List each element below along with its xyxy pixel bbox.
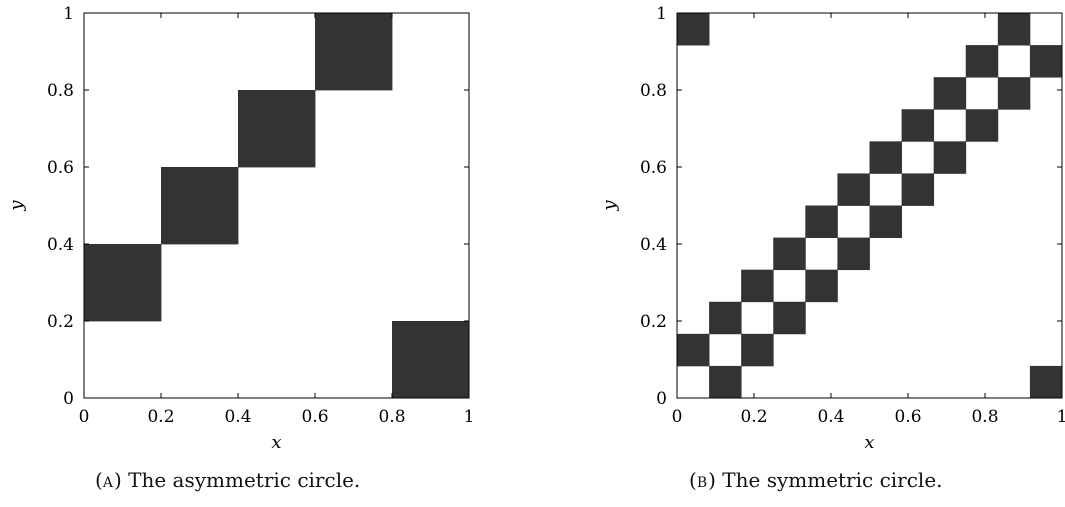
cell-b-6 [741,269,774,303]
cell-b-1 [1029,365,1063,399]
plot-frame-b [676,12,1063,399]
x-axis-label-b: x [864,432,874,453]
cell-b-5 [741,333,774,367]
plot-symmetric-circle: 0 0.2 0.4 0.6 0.8 1 0 0.2 0.4 0.6 0.8 1 x y [599,4,1065,453]
x-tick-label-a-5: 1 [464,407,475,427]
cell-a-2 [238,90,316,168]
x-tick-label-b-1: 0.2 [740,407,767,427]
cell-b-16 [901,109,935,142]
cell-b-12 [837,173,870,206]
x-tick-label-a-0: 0 [79,407,90,427]
caption-a: (a) The asymmetric circle. [95,468,361,492]
cell-b-9 [805,269,838,303]
cell-b-8 [773,237,806,271]
y-tick-label-b-3: 0.6 [640,158,667,178]
caption-a-text: The asymmetric circle. [128,468,361,492]
cell-b-18 [933,77,967,110]
y-tick-label-a-2: 0.4 [47,235,74,255]
y-tick-label-a-5: 1 [63,4,74,24]
x-tick-label-b-0: 0 [672,407,683,427]
y-tick-label-a-0: 0 [63,389,74,409]
y-axis-label-b: y [599,200,620,212]
x-tick-label-b-2: 0.4 [817,407,844,427]
cell-a-1 [161,167,239,245]
cell-b-7 [773,301,806,335]
caption-b: (b) The symmetric circle. [689,468,943,492]
cell-b-23 [1029,45,1063,78]
cell-b-10 [805,205,838,238]
cell-b-22 [997,13,1031,46]
plot-frame-a [83,12,470,399]
y-tick-label-a-4: 0.8 [47,81,74,101]
caption-b-letter: b [696,468,709,492]
cell-b-3 [709,365,742,399]
x-tick-label-a-4: 0.8 [378,407,405,427]
y-axis-label-a: y [6,200,27,212]
y-tick-label-b-2: 0.4 [640,235,667,255]
cell-b-4 [709,301,742,335]
cell-b-2 [677,333,710,367]
x-tick-label-b-3: 0.6 [894,407,921,427]
cell-a-4 [392,321,470,399]
cell-b-20 [965,45,999,78]
caption-b-text: The symmetric circle. [722,468,943,492]
y-tick-label-b-4: 0.8 [640,81,667,101]
cell-b-0 [677,13,710,46]
cell-b-14 [869,141,902,174]
x-tick-label-b-4: 0.8 [971,407,998,427]
caption-a-letter: a [102,468,114,492]
cell-b-17 [933,141,967,174]
x-tick-label-b-5: 1 [1057,407,1065,427]
cell-b-19 [965,109,999,142]
y-tick-label-b-1: 0.2 [640,312,667,332]
y-tick-label-a-1: 0.2 [47,312,74,332]
y-tick-label-a-3: 0.6 [47,158,74,178]
x-tick-label-a-3: 0.6 [301,407,328,427]
cell-b-21 [997,77,1031,110]
cell-b-15 [901,173,935,206]
y-tick-label-b-0: 0 [656,389,667,409]
x-tick-label-a-1: 0.2 [147,407,174,427]
plot-asymmetric-circle: 0 0.2 0.4 0.6 0.8 1 0 0.2 0.4 0.6 0.8 1 x y [6,4,474,453]
cell-b-13 [869,205,902,238]
x-tick-label-a-2: 0.4 [224,407,251,427]
x-axis-label-a: x [271,432,281,453]
cell-a-3 [315,13,393,91]
cell-a-0 [84,244,162,322]
y-tick-label-b-5: 1 [656,4,667,24]
cell-b-11 [837,237,870,271]
